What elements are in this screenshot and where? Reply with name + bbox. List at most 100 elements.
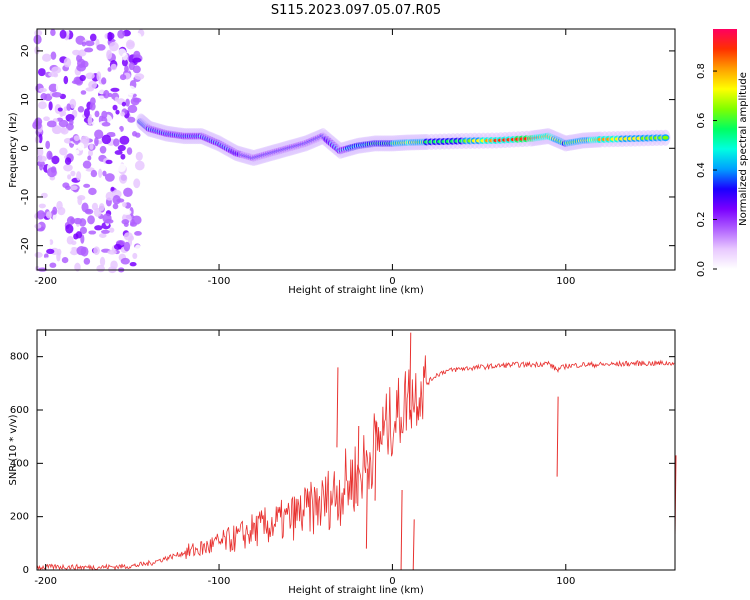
noise-blob [38, 87, 47, 93]
noise-blob [129, 235, 134, 241]
noise-blob [94, 129, 104, 139]
noise-blob [101, 122, 111, 127]
noise-blob [56, 248, 62, 256]
noise-blob [63, 164, 73, 172]
noise-blob [113, 243, 122, 250]
noise-blob [33, 34, 42, 45]
noise-blob [119, 74, 127, 81]
noise-blob [130, 97, 140, 106]
noise-blob [105, 98, 115, 104]
noise-blob [119, 135, 130, 145]
noise-blob [64, 157, 72, 165]
noise-blob [72, 49, 81, 56]
noise-blob [88, 187, 97, 196]
noise-blob [34, 117, 43, 126]
noise-blob [134, 73, 145, 80]
noise-blob [80, 90, 87, 95]
noise-blob [41, 53, 52, 62]
noise-blob [87, 116, 93, 126]
ridge-core [662, 135, 669, 140]
snr-x-axis-label: Height of straight line (km) [288, 585, 424, 596]
noise-blob [122, 209, 132, 215]
noise-blob [75, 149, 80, 155]
noise-blob [126, 147, 133, 155]
noise-blob [52, 213, 59, 222]
snr-line-series [36, 332, 677, 571]
colorbar: 0.0 0.2 0.4 0.6 0.8 Normalized spectral ampl… [696, 29, 749, 277]
noise-blob [119, 173, 128, 184]
noise-blob [123, 241, 131, 252]
noise-blob [104, 218, 114, 224]
y-tick-label: 200 [10, 512, 29, 523]
x-tick-label: -200 [34, 576, 57, 587]
noise-blob [38, 235, 44, 240]
noise-blob [38, 101, 47, 110]
noise-blob [107, 249, 117, 255]
noise-blob [75, 231, 83, 239]
snr-panel: -200 -100 0 100 0 200 400 600 800 Height of str… [8, 329, 677, 596]
noise-blob [76, 246, 87, 256]
colorbar-label: Normalized spectral amplitude [738, 72, 749, 226]
noise-blob [126, 41, 135, 48]
noise-blob [120, 153, 126, 160]
noise-blob [45, 140, 51, 150]
noise-blob [132, 57, 142, 63]
noise-blob [104, 173, 115, 182]
noise-blob [48, 83, 59, 93]
noise-blob [69, 185, 78, 191]
spectrogram-heatmap [32, 28, 671, 274]
noise-blob [49, 262, 57, 268]
noise-blob [66, 216, 75, 225]
noise-blob [38, 203, 46, 209]
noise-blob [103, 89, 110, 99]
snr-spike [412, 519, 415, 571]
noise-blob [51, 66, 62, 74]
noise-blob [34, 252, 43, 258]
noise-blob [93, 246, 100, 255]
noise-blob [37, 221, 46, 231]
noise-blob [34, 29, 43, 37]
noise-blob [109, 227, 115, 233]
noise-blob [56, 117, 64, 122]
x-tick-label: 100 [556, 576, 575, 587]
noise-blob [117, 69, 123, 75]
snr-spike [365, 468, 368, 549]
noise-blob [46, 248, 55, 255]
noise-blob [132, 65, 141, 74]
colorbar-tick-label: 0.4 [696, 162, 707, 178]
noise-blob [89, 33, 97, 42]
noise-blob [132, 252, 138, 260]
y-tick-label: 0 [23, 565, 29, 576]
noise-blob [69, 98, 77, 109]
noise-blob [134, 160, 145, 171]
y-tick-label: 600 [10, 405, 29, 416]
noise-blob [73, 135, 80, 142]
noise-blob [77, 196, 83, 206]
noise-blob [107, 67, 112, 72]
noise-blob [59, 29, 67, 39]
figure-title: S115.2023.097.05.07.R05 [271, 3, 441, 18]
y-tick-label: 800 [10, 352, 29, 363]
spectrogram-x-ticks: -200 -100 0 100 [34, 29, 575, 287]
noise-blob [84, 40, 95, 47]
noise-blob [121, 101, 127, 107]
noise-blob [79, 74, 86, 82]
noise-blob [112, 104, 118, 111]
noise-blob [69, 119, 74, 126]
noise-blob [88, 149, 93, 157]
noise-blob [109, 41, 119, 52]
noise-blob [102, 170, 107, 177]
noise-blob [83, 29, 91, 36]
noise-blob [60, 110, 67, 117]
noise-blob [98, 168, 103, 178]
noise-blob [122, 52, 128, 61]
noise-blob [105, 159, 113, 165]
noise-blob [37, 109, 44, 114]
noise-blob [37, 155, 47, 163]
noise-blob [58, 119, 69, 128]
noise-blob [83, 108, 90, 118]
noise-blob [120, 111, 126, 117]
noise-blob [133, 178, 141, 189]
noise-blob [85, 241, 91, 247]
